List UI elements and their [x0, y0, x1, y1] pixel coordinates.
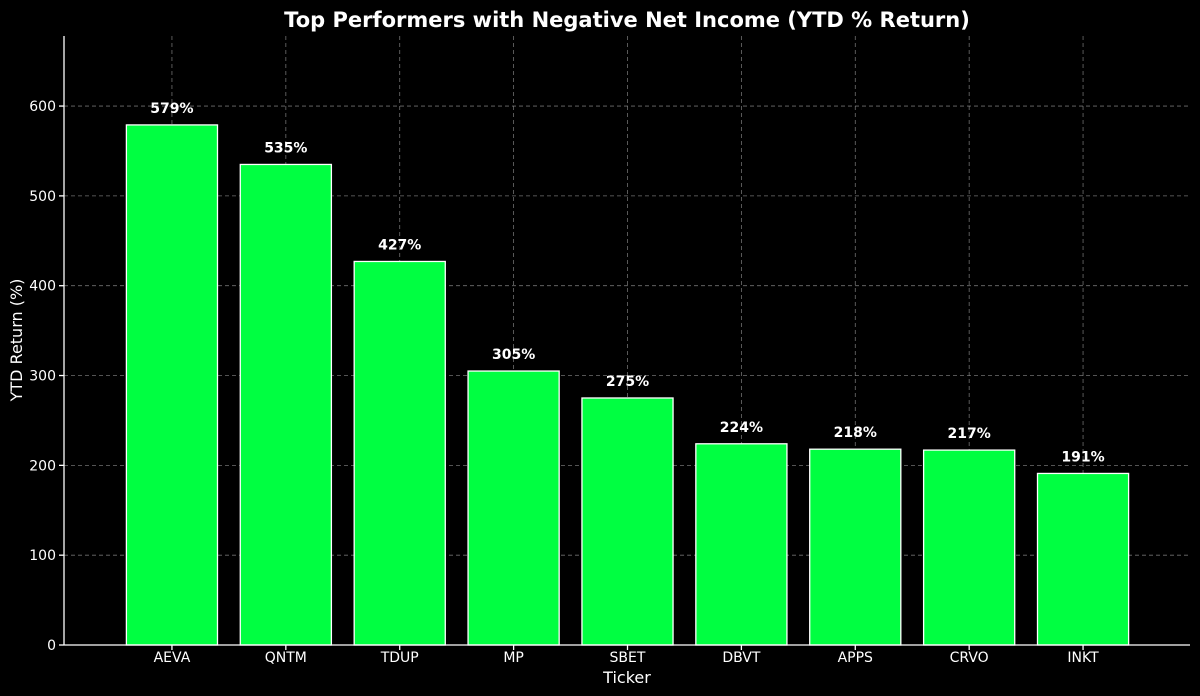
x-tick-label-aeva: AEVA — [154, 650, 191, 666]
x-axis-label: Ticker — [602, 668, 651, 687]
y-tick-labels: 0 100 200 300 400 500 600 — [29, 99, 56, 654]
x-tick-label-mp: MP — [503, 650, 524, 666]
data-label-inkt: 191% — [1061, 449, 1104, 465]
x-tick-label-inkt: INKT — [1067, 650, 1099, 666]
bar-aeva — [125, 124, 219, 646]
x-tick-label-crvo: CRVO — [950, 650, 989, 666]
bar-apps — [809, 448, 902, 646]
y-tick-label: 200 — [29, 458, 56, 474]
bar-crvo — [922, 449, 1016, 646]
y-tick-label: 500 — [29, 189, 56, 205]
x-tick-label-tdup: TDUP — [380, 650, 419, 666]
y-tick-label: 600 — [29, 99, 56, 115]
y-tick-label: 0 — [47, 638, 56, 654]
chart-title: Top Performers with Negative Net Income … — [284, 8, 970, 32]
bar-inkt — [1036, 472, 1130, 646]
bars — [125, 124, 1130, 646]
data-labels: 579% 535% 427% 305% 275% 224% 218% 217% 191% — [150, 101, 1104, 466]
data-label-tdup: 427% — [378, 237, 421, 253]
x-tick-label-qntm: QNTM — [265, 650, 307, 666]
bar-sbet — [581, 397, 674, 646]
y-tick-label: 100 — [29, 548, 56, 564]
y-tick-label: 300 — [29, 369, 56, 385]
bar-mp — [467, 370, 560, 646]
bar-tdup — [353, 260, 446, 646]
x-tick-label-dbvt: DBVT — [722, 650, 761, 666]
bar-qntm — [239, 163, 333, 646]
y-tick-label: 400 — [29, 279, 56, 295]
data-label-mp: 305% — [492, 347, 535, 363]
axes — [59, 36, 1190, 650]
data-label-crvo: 217% — [948, 426, 991, 442]
data-label-qntm: 535% — [264, 140, 307, 156]
y-axis-label: YTD Return (%) — [7, 279, 26, 403]
x-tick-labels: AEVA QNTM TDUP MP SBET DBVT APPS CRVO INKT — [154, 650, 1100, 666]
data-label-dbvt: 224% — [720, 420, 763, 436]
bar-dbvt — [695, 443, 788, 646]
data-label-apps: 218% — [834, 425, 877, 441]
data-label-sbet: 275% — [606, 374, 649, 390]
x-tick-label-sbet: SBET — [610, 650, 646, 666]
data-label-aeva: 579% — [150, 101, 193, 117]
x-tick-label-apps: APPS — [838, 650, 873, 666]
